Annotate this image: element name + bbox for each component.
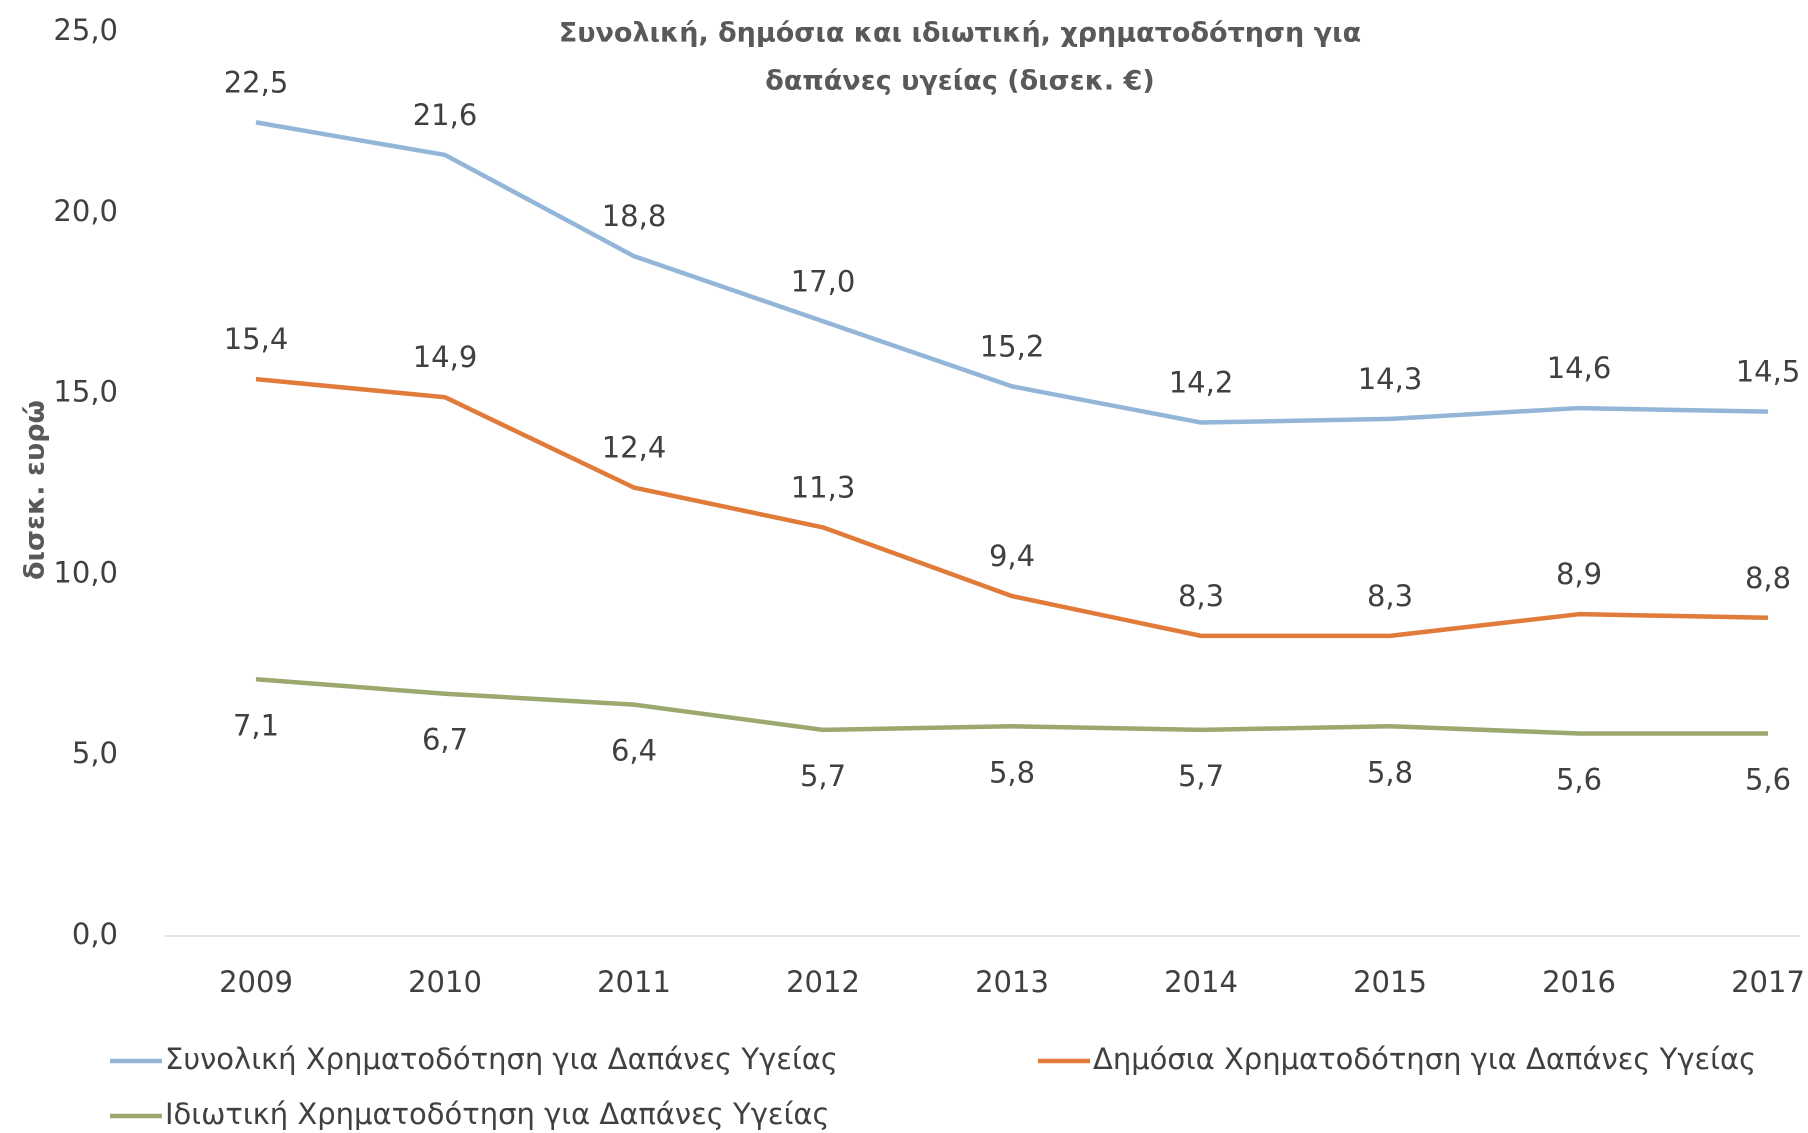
data-label: 14,3 [1358, 362, 1423, 396]
data-label: 5,6 [1556, 763, 1602, 797]
x-tick-label: 2012 [786, 965, 860, 999]
x-tick-label: 2015 [1353, 965, 1427, 999]
data-label: 5,6 [1745, 763, 1791, 797]
x-tick-label: 2017 [1731, 965, 1805, 999]
data-label: 12,4 [602, 431, 667, 465]
y-tick-label: 15,0 [53, 375, 118, 409]
chart-title: δαπάνες υγείας (δισεκ. €) [765, 66, 1154, 97]
data-label: 18,8 [602, 199, 667, 233]
x-tick-label: 2016 [1542, 965, 1616, 999]
y-tick-label: 5,0 [72, 736, 118, 770]
y-tick-label: 25,0 [53, 13, 118, 47]
data-label: 22,5 [224, 65, 289, 99]
legend-label: Συνολική Χρηματοδότηση για Δαπάνες Υγεία… [165, 1042, 838, 1076]
data-label: 14,5 [1736, 355, 1801, 389]
data-label: 8,3 [1367, 579, 1413, 613]
y-axis-label: δισεκ. ευρώ [20, 400, 51, 580]
data-label: 5,7 [800, 759, 846, 793]
data-label: 8,8 [1745, 561, 1791, 595]
series-line [255, 120, 1769, 425]
data-label: 8,9 [1556, 557, 1602, 591]
data-label: 15,2 [980, 329, 1045, 363]
chart-title: Συνολική, δημόσια και ιδιωτική, χρηματοδ… [559, 18, 1361, 49]
data-label: 17,0 [791, 264, 856, 298]
data-label: 6,7 [422, 723, 468, 757]
data-label: 5,7 [1178, 759, 1224, 793]
data-label: 15,4 [224, 322, 289, 356]
data-label: 21,6 [413, 98, 478, 132]
legend-label: Δημόσια Χρηματοδότηση για Δαπάνες Υγείας [1093, 1042, 1756, 1076]
data-label: 5,8 [989, 755, 1035, 789]
data-label: 11,3 [791, 470, 856, 504]
data-label: 5,8 [1367, 755, 1413, 789]
data-label: 14,6 [1547, 351, 1612, 385]
y-tick-label: 10,0 [53, 555, 118, 589]
x-tick-label: 2014 [1164, 965, 1238, 999]
data-label: 8,3 [1178, 579, 1224, 613]
x-tick-label: 2009 [219, 965, 293, 999]
x-tick-label: 2011 [597, 965, 671, 999]
legend-label: Ιδιωτική Χρηματοδότηση για Δαπάνες Υγεία… [165, 1097, 830, 1131]
data-label: 14,2 [1169, 366, 1234, 400]
data-label: 6,4 [611, 734, 657, 768]
data-label: 14,9 [413, 340, 478, 374]
x-tick-label: 2010 [408, 965, 482, 999]
series-line [255, 376, 1769, 639]
data-label: 7,1 [233, 708, 279, 742]
x-tick-label: 2013 [975, 965, 1049, 999]
y-tick-label: 0,0 [72, 917, 118, 951]
series-line [255, 677, 1768, 736]
y-tick-label: 20,0 [53, 194, 118, 228]
data-label: 9,4 [989, 539, 1035, 573]
